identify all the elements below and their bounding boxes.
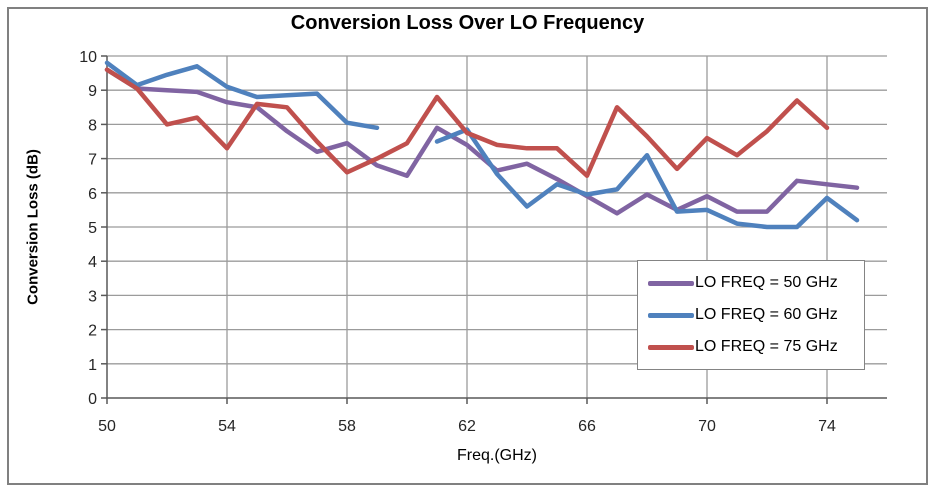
legend-swatch-lo-50 — [648, 280, 694, 286]
x-tick-label: 58 — [338, 418, 356, 435]
y-tick-label: 4 — [88, 254, 97, 271]
series-line-1-60ghz — [104, 60, 860, 230]
y-tick-label: 10 — [79, 49, 97, 66]
y-tick-label: 5 — [88, 220, 97, 237]
x-tick-label: 66 — [578, 418, 596, 435]
legend-swatch-lo-75 — [648, 344, 694, 350]
chart-title: Conversion Loss Over LO Frequency — [290, 12, 645, 34]
legend-entry-lo-60: LO FREQ = 60 GHz — [648, 306, 860, 324]
y-tick-label: 9 — [88, 83, 97, 100]
legend-swatch-lo-60 — [648, 312, 694, 318]
x-tick-label: 50 — [98, 418, 116, 435]
y-tick-label: 7 — [88, 152, 97, 169]
y-tick-label: 1 — [88, 357, 97, 374]
tick-labels: 0 1 2 3 4 5 6 7 8 9 10 50 54 58 62 66 70 74 — [79, 49, 836, 435]
series-lines — [104, 60, 860, 230]
x-tick-label: 62 — [458, 418, 476, 435]
x-tick-label: 70 — [698, 418, 716, 435]
y-tick-label: 2 — [88, 323, 97, 340]
y-tick-label: 6 — [88, 186, 97, 203]
series-line-2-75ghz — [104, 67, 830, 178]
x-axis-title: Freq.(GHz) — [457, 447, 537, 464]
axes — [101, 55, 887, 404]
legend-label-lo-50: LO FREQ = 50 GHz — [695, 274, 838, 291]
legend-label-lo-75: LO FREQ = 75 GHz — [695, 338, 838, 355]
y-tick-label: 8 — [88, 117, 97, 134]
legend-label-lo-60: LO FREQ = 60 GHz — [695, 306, 838, 323]
y-tick-label: 0 — [88, 391, 97, 408]
legend-entry-lo-50: LO FREQ = 50 GHz — [648, 274, 860, 292]
legend: LO FREQ = 50 GHz LO FREQ = 60 GHz LO FRE… — [637, 260, 865, 370]
y-tick-label: 3 — [88, 288, 97, 305]
legend-entry-lo-75: LO FREQ = 75 GHz — [648, 338, 860, 356]
x-tick-label: 74 — [818, 418, 836, 435]
series-line-0-50ghz — [104, 67, 860, 216]
x-tick-label: 54 — [218, 418, 236, 435]
